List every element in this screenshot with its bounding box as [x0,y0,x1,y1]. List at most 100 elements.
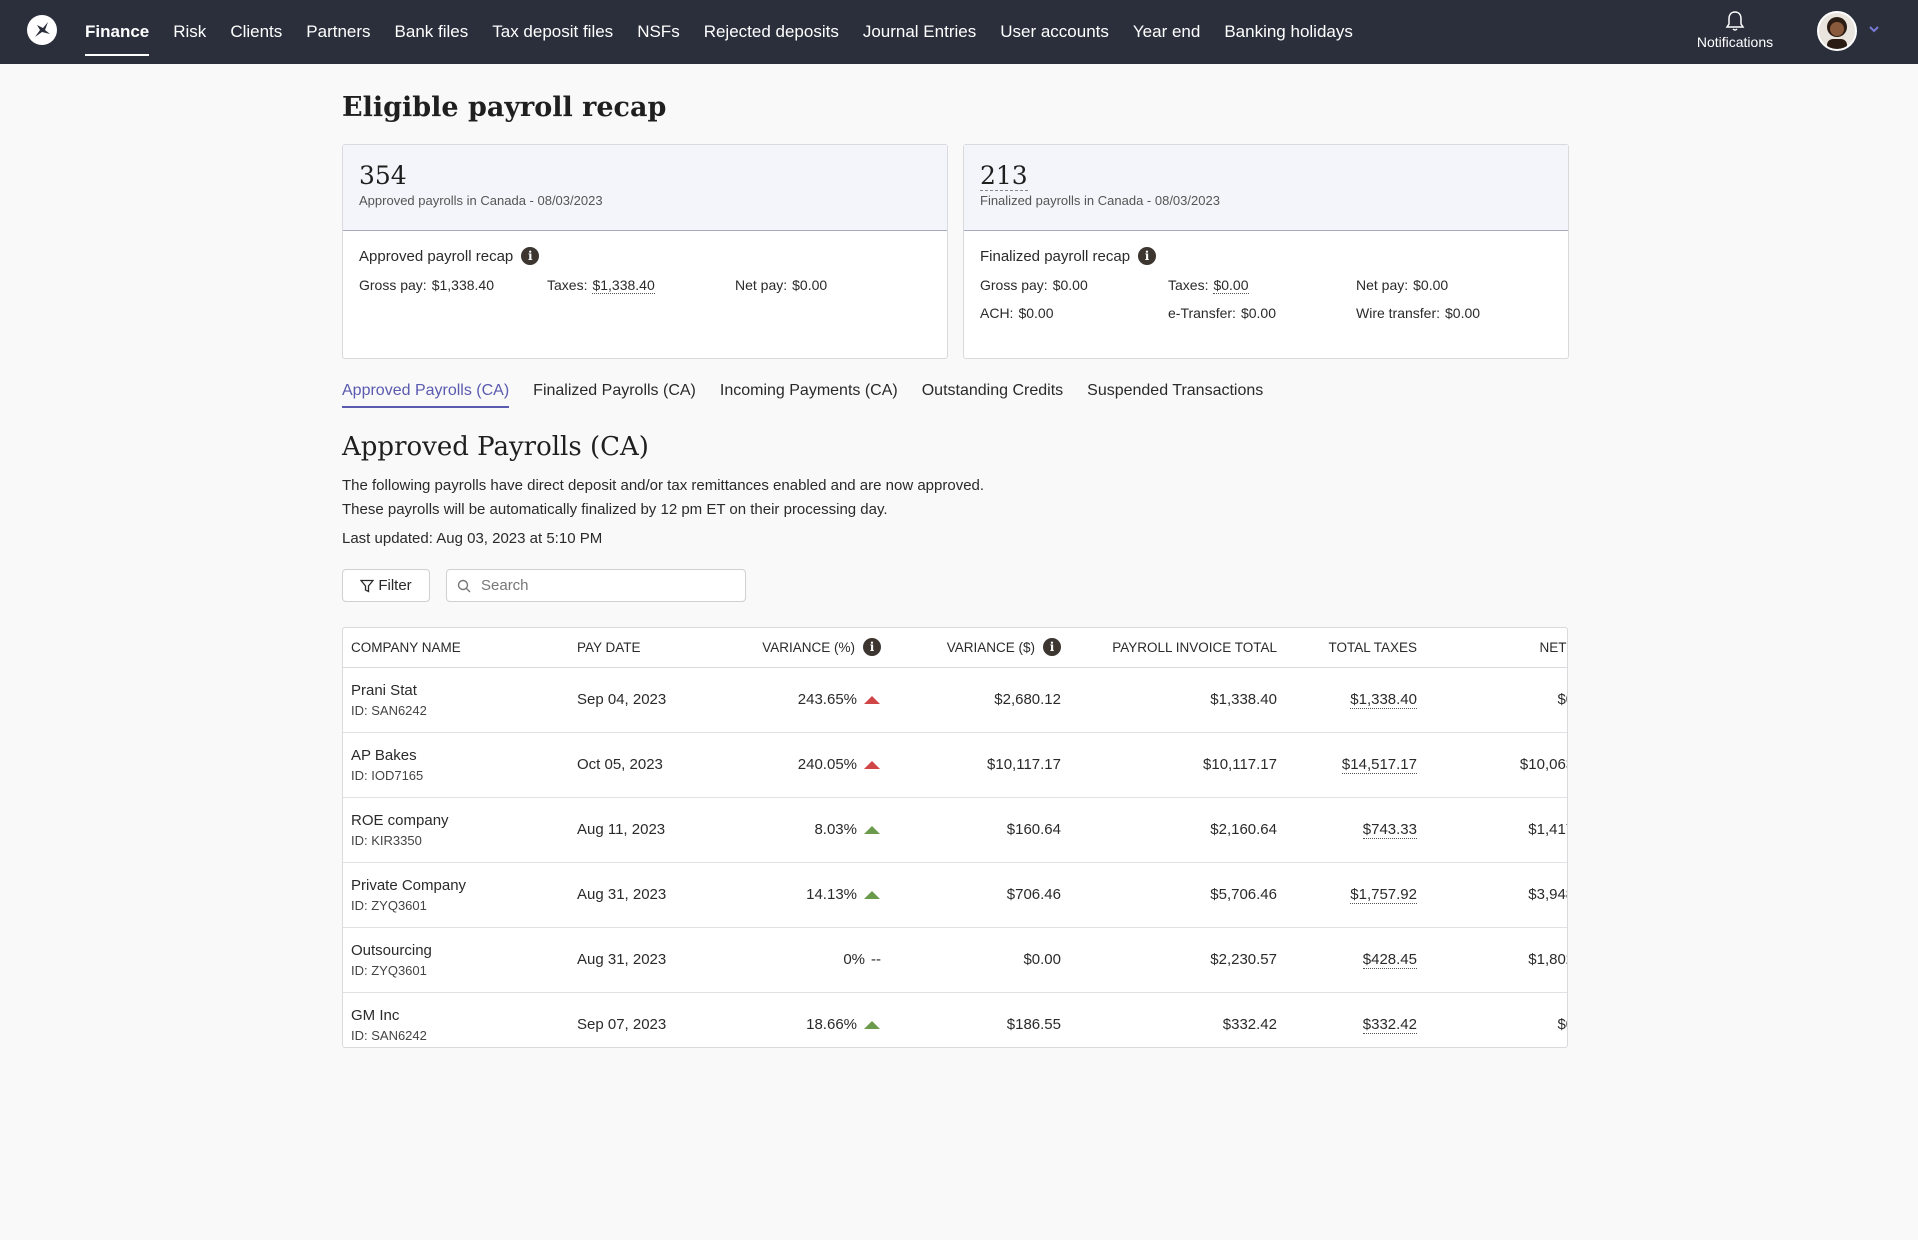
payrolls-table: COMPANY NAME PAY DATE VARIANCE (%) i VARI… [343,628,1567,1047]
company-name[interactable]: Outsourcing [351,941,432,959]
column-header-company[interactable]: COMPANY NAME [343,628,569,668]
variance-pct-value: 18.66% [806,1016,857,1034]
info-icon[interactable]: i [863,638,881,657]
trend-none-indicator: -- [871,951,881,968]
taxes-value[interactable]: $1,338.40 [592,277,655,294]
total-taxes-value[interactable]: $743.33 [1362,821,1417,839]
total-taxes-value[interactable]: $428.45 [1362,951,1417,969]
net-pay-cell: $3,948.54 [1425,862,1567,928]
company-name[interactable]: GM Inc [351,1006,400,1024]
company-name[interactable]: ROE company [351,811,449,829]
total-taxes-cell: $743.33 [1285,797,1425,863]
invoice-total-cell: $1,338.40 [1069,667,1285,733]
nav-link-bank-files[interactable]: Bank files [394,22,469,41]
total-taxes-cell: $428.45 [1285,927,1425,993]
tab-finalized-payrolls-ca[interactable]: Finalized Payrolls (CA) [533,382,696,399]
table-row[interactable]: ROE company ID: KIR3350 Aug 11, 2023 8.03% $… [343,797,1567,863]
invoice-total-cell: $2,230.57 [1069,927,1285,993]
ach-value: $0.00 [1018,305,1054,321]
total-taxes-value[interactable]: $1,338.40 [1350,691,1417,709]
description-line: These payrolls will be automatically fin… [342,501,888,518]
table-row[interactable]: GM Inc ID: SAN6242 Sep 07, 2023 18.66% $186.… [343,992,1567,1047]
total-taxes-cell: $1,757.92 [1285,862,1425,928]
finalized-payrolls-card: 213 Finalized payrolls in Canada - 08/03… [963,144,1569,359]
column-header-variance-amt[interactable]: VARIANCE ($) i [889,628,1069,668]
company-id: ID: KIR3350 [351,832,422,848]
trend-up-icon [864,761,880,770]
search-box[interactable] [446,569,746,602]
notifications-label: Notifications [1696,34,1774,50]
user-avatar[interactable] [1817,11,1857,51]
top-navigation-bar: Finance Risk Clients Partners Bank files Tax … [0,0,1918,64]
nav-link-user-accounts[interactable]: User accounts [1000,22,1109,41]
table-row[interactable]: Prani Stat ID: SAN6242 Sep 04, 2023 243.65%… [343,667,1567,733]
column-header-pay-date[interactable]: PAY DATE [569,628,709,668]
nav-link-finance[interactable]: Finance [85,0,150,64]
nav-link-tax-deposit-files[interactable]: Tax deposit files [492,22,614,41]
company-name[interactable]: Private Company [351,876,467,894]
company-name[interactable]: AP Bakes [351,746,417,764]
total-taxes-value[interactable]: $14,517.17 [1341,756,1417,774]
tab-approved-payrolls-ca[interactable]: Approved Payrolls (CA) [342,382,510,408]
column-header-invoice-total[interactable]: PAYROLL INVOICE TOTAL [1069,628,1285,668]
net-pay-label: Net pay: [1356,277,1409,293]
column-header-total-taxes[interactable]: TOTAL TAXES [1285,628,1425,668]
approved-count: 354 [359,161,407,190]
finalized-card-subtitle: Finalized payrolls in Canada - 08/03/202… [980,193,1220,208]
filter-icon [360,579,375,593]
net-pay-cell: $10,063.55 [1425,732,1567,798]
info-icon[interactable]: i [1138,247,1157,265]
column-header-net-pay[interactable]: NET PAY [1425,628,1567,668]
column-header-variance-pct[interactable]: VARIANCE (%) i [709,628,889,668]
nav-link-rejected-deposits[interactable]: Rejected deposits [703,22,839,41]
company-id: ID: IOD7165 [351,767,424,783]
total-taxes-value[interactable]: $332.42 [1362,1016,1417,1035]
variance-pct-header-label: VARIANCE (%) [762,639,855,655]
wire-transfer-label: Wire transfer: [1356,305,1441,321]
notifications-button[interactable]: Notifications [1690,10,1780,50]
variance-amt-header-label: VARIANCE ($) [946,639,1035,655]
table-row[interactable]: AP Bakes ID: IOD7165 Oct 05, 2023 240.05% $1… [343,732,1567,798]
finalized-count[interactable]: 213 [980,161,1028,191]
company-id: ID: ZYQ3601 [351,962,427,978]
filter-button[interactable]: Filter [342,569,430,602]
main-nav-links: Finance Risk Clients Partners Bank files Tax … [85,0,1377,64]
pay-date-cell: Sep 07, 2023 [577,1016,667,1034]
tab-suspended-transactions[interactable]: Suspended Transactions [1087,382,1264,399]
nav-link-year-end[interactable]: Year end [1132,22,1201,41]
table-row[interactable]: Private Company ID: ZYQ3601 Aug 31, 2023 14… [343,862,1567,928]
nav-link-partners[interactable]: Partners [306,22,371,41]
info-icon[interactable]: i [521,247,540,265]
company-name[interactable]: Prani Stat [351,681,417,699]
pay-date-cell: Oct 05, 2023 [569,732,709,798]
table-header-row: COMPANY NAME PAY DATE VARIANCE (%) i VARI… [343,628,1567,668]
info-icon[interactable]: i [1043,638,1061,657]
payrolls-table-container[interactable]: COMPANY NAME PAY DATE VARIANCE (%) i VARI… [342,627,1568,1048]
wire-transfer-value: $0.00 [1445,305,1481,321]
nav-link-clients[interactable]: Clients [230,22,283,41]
variance-pct-value: 243.65% [797,691,857,708]
total-taxes-cell: $1,338.40 [1285,667,1425,733]
gross-pay-label: Gross pay: [359,277,427,293]
app-logo-icon[interactable] [26,14,58,46]
chevron-down-icon[interactable] [1868,24,1880,34]
nav-link-risk[interactable]: Risk [173,22,207,41]
etransfer-label: e-Transfer: [1168,305,1236,321]
taxes-label: Taxes: [547,277,588,293]
approved-recap-title: Approved payroll recap [359,247,514,265]
nav-link-nsfs[interactable]: NSFs [637,22,680,41]
tab-incoming-payments-ca[interactable]: Incoming Payments (CA) [719,382,898,399]
taxes-value[interactable]: $0.00 [1213,277,1249,294]
variance-pct-value: 8.03% [814,821,857,838]
nav-link-journal-entries[interactable]: Journal Entries [862,22,977,41]
trend-up-icon [864,1021,880,1030]
gross-pay-value: $1,338.40 [431,277,494,293]
table-row[interactable]: Outsourcing ID: ZYQ3601 Aug 31, 2023 0% -- $0… [343,927,1567,993]
search-input[interactable] [481,577,731,594]
variance-pct-cell: 18.66% [709,992,889,1047]
total-taxes-cell: $332.42 [1285,992,1425,1047]
total-taxes-value[interactable]: $1,757.92 [1350,886,1417,904]
nav-link-banking-holidays[interactable]: Banking holidays [1224,22,1353,41]
tab-outstanding-credits[interactable]: Outstanding Credits [921,382,1064,399]
company-cell: ROE company ID: KIR3350 [343,797,569,863]
